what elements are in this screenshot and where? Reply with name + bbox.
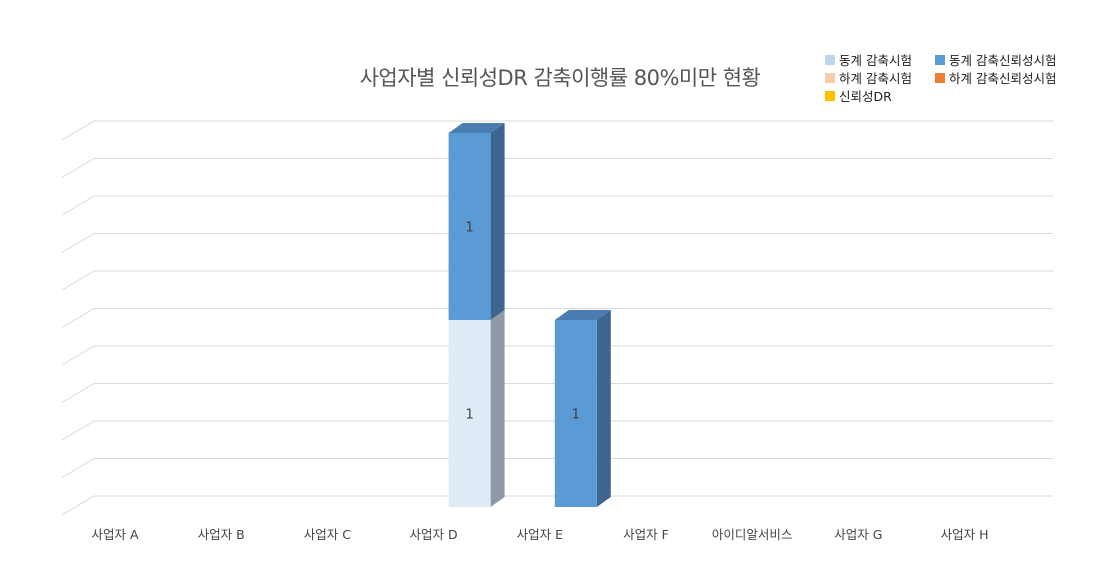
chart-title: 사업자별 신뢰성DR 감축이행률 80%미만 현황 xyxy=(359,66,761,90)
legend-item-winter-test: 동계 감축시험 xyxy=(825,50,912,69)
x-tick-label: 아이디알서비스 xyxy=(711,527,793,542)
data-label: 1 xyxy=(465,221,473,236)
bar-side xyxy=(596,310,611,507)
bar xyxy=(448,133,491,320)
legend-swatch xyxy=(825,54,835,65)
legend-item-winter-reliability-test: 동계 감축신뢰성시험 xyxy=(935,50,1056,69)
gridline-side xyxy=(61,345,95,366)
gridline-side xyxy=(61,158,95,178)
gridline-side xyxy=(61,270,95,291)
gridline-side xyxy=(61,308,95,328)
bar-top xyxy=(448,123,505,133)
legend-label: 신뢰성DR xyxy=(839,89,892,104)
bar xyxy=(448,320,491,507)
gridline-side xyxy=(61,458,95,478)
gridline-side xyxy=(61,120,95,141)
legend-label: 하계 감축시험 xyxy=(839,71,912,86)
gridline-side xyxy=(61,383,95,403)
x-tick-label: 사업자 F xyxy=(623,527,669,542)
bar-top xyxy=(554,310,611,320)
legend-swatch xyxy=(825,72,835,83)
x-tick-label: 사업자 A xyxy=(91,527,139,542)
x-tick-label: 사업자 C xyxy=(303,527,351,542)
legend-label: 하계 감축신뢰성시험 xyxy=(949,71,1057,86)
gridline-side xyxy=(61,420,95,441)
bar xyxy=(554,320,597,507)
x-tick-label: 사업자 D xyxy=(409,527,458,542)
bar-side xyxy=(490,123,505,320)
data-label: 1 xyxy=(572,408,580,423)
legend-item-summer-test: 하계 감축시험 xyxy=(825,68,912,87)
legend-item-reliability-dr: 신뢰성DR xyxy=(825,86,892,105)
legend-swatch xyxy=(935,54,945,65)
bar-side xyxy=(490,310,505,507)
gridline-side xyxy=(61,495,95,516)
legend-item-summer-reliability-test: 하계 감축신뢰성시험 xyxy=(935,68,1056,87)
x-tick-label: 사업자 B xyxy=(197,527,245,542)
legend-swatch xyxy=(825,90,835,101)
legend-label: 동계 감축신뢰성시험 xyxy=(949,53,1057,68)
data-label: 1 xyxy=(465,408,473,423)
gridline-side xyxy=(61,195,95,216)
gridline-side xyxy=(61,233,95,253)
x-tick-label: 사업자 E xyxy=(516,527,563,542)
x-tick-label: 사업자 H xyxy=(940,527,989,542)
x-tick-label: 사업자 G xyxy=(834,527,883,542)
legend-label: 동계 감축시험 xyxy=(839,53,912,68)
legend-swatch xyxy=(935,72,945,83)
